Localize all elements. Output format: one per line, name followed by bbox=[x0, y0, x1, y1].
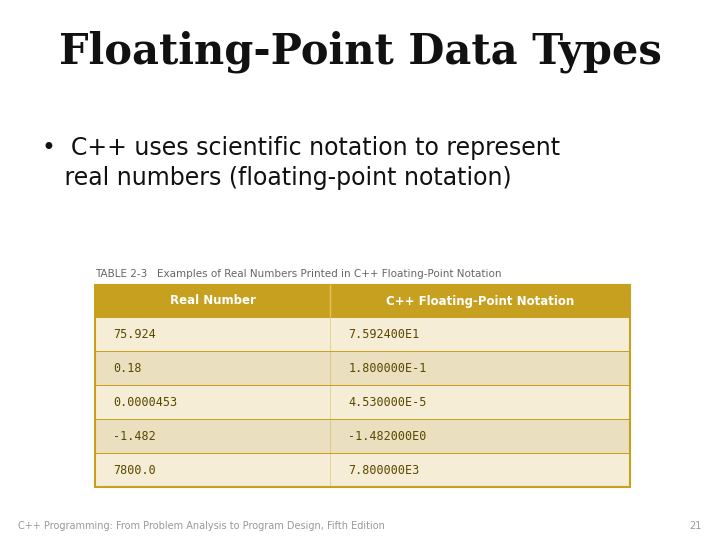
Text: -1.482000E0: -1.482000E0 bbox=[348, 429, 427, 442]
Text: C++ Programming: From Problem Analysis to Program Design, Fifth Edition: C++ Programming: From Problem Analysis t… bbox=[18, 521, 385, 531]
Text: 75.924: 75.924 bbox=[113, 327, 156, 341]
Text: -1.482: -1.482 bbox=[113, 429, 156, 442]
Text: 7.800000E3: 7.800000E3 bbox=[348, 463, 420, 476]
Text: Real Number: Real Number bbox=[170, 294, 256, 307]
Text: 4.530000E-5: 4.530000E-5 bbox=[348, 395, 427, 408]
Text: Floating-Point Data Types: Floating-Point Data Types bbox=[58, 31, 662, 73]
Text: 7800.0: 7800.0 bbox=[113, 463, 156, 476]
Text: 0.18: 0.18 bbox=[113, 361, 142, 375]
Text: real numbers (floating-point notation): real numbers (floating-point notation) bbox=[42, 166, 512, 190]
Text: 21: 21 bbox=[690, 521, 702, 531]
Text: TABLE 2-3   Examples of Real Numbers Printed in C++ Floating-Point Notation: TABLE 2-3 Examples of Real Numbers Print… bbox=[95, 269, 502, 279]
Text: 1.800000E-1: 1.800000E-1 bbox=[348, 361, 427, 375]
Bar bbox=[95, 317, 630, 351]
Bar bbox=[95, 419, 630, 453]
Text: 0.0000453: 0.0000453 bbox=[113, 395, 177, 408]
Text: •  C++ uses scientific notation to represent: • C++ uses scientific notation to repres… bbox=[42, 136, 560, 160]
Text: C++ Floating-Point Notation: C++ Floating-Point Notation bbox=[386, 294, 575, 307]
Bar bbox=[95, 351, 630, 385]
Bar bbox=[95, 385, 630, 419]
Text: 7.592400E1: 7.592400E1 bbox=[348, 327, 420, 341]
Bar bbox=[95, 453, 630, 487]
Bar bbox=[95, 285, 630, 487]
Bar bbox=[95, 285, 630, 317]
